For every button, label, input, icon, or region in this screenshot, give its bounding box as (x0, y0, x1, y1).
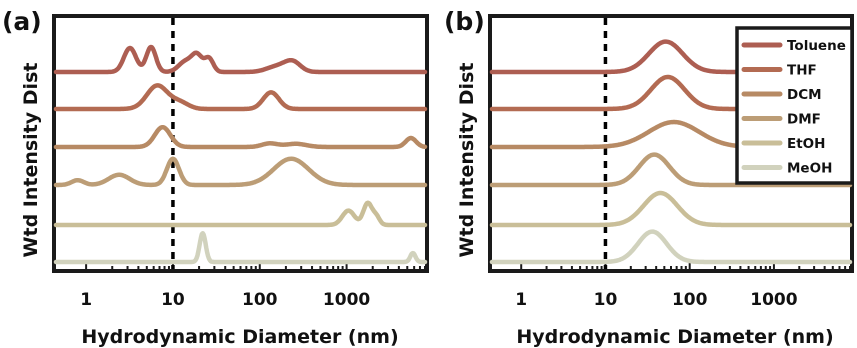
panel-a-frame (52, 14, 429, 273)
x-tick-label-a-2: 100 (242, 290, 278, 310)
series-line-a-dcm (53, 124, 428, 150)
panel-a: (a) Wtd Intensity Dist 1 10 100 1000 Hydrod… (2, 7, 429, 348)
legend-label-dcm: DCM (787, 87, 822, 103)
panel-b-y-axis-title: Wtd Intensity Dist (456, 63, 478, 258)
x-tick-label-a-1: 10 (161, 290, 185, 310)
x-tick-label-b-3: 1000 (750, 290, 797, 310)
x-tick-label-b-0: 1 (515, 290, 527, 310)
panel-a-plot-area: 1 10 100 1000 (53, 18, 428, 310)
x-tick-label-b-2: 100 (672, 290, 708, 310)
panel-b-label: (b) (444, 7, 485, 36)
series-line-b-dmf (489, 152, 853, 188)
x-tick-label-b-1: 10 (594, 290, 618, 310)
legend-label-etoh: EtOH (787, 136, 825, 152)
legend-box (735, 26, 854, 185)
legend-label-toluene: Toluene (787, 38, 846, 54)
series-line-a-etoh (53, 200, 428, 228)
series-line-b-meoh (489, 229, 853, 265)
panel-b-x-axis-title: Hydrodynamic Diameter (nm) (516, 326, 833, 348)
series-line-a-dmf (53, 156, 428, 188)
panel-a-y-axis-title: Wtd Intensity Dist (20, 63, 42, 258)
series-line-a-thf (53, 83, 428, 112)
x-tick-label-a-0: 1 (80, 290, 92, 310)
x-tick-label-a-3: 1000 (323, 290, 370, 310)
series-line-a-meoh (53, 230, 428, 265)
series-line-a-toluene (53, 44, 428, 75)
panel-a-x-axis-title: Hydrodynamic Diameter (nm) (81, 326, 398, 348)
legend-label-thf: THF (787, 63, 817, 79)
legend-label-meoh: MeOH (787, 161, 832, 177)
panel-b-legend: Toluene THF DCM DMF EtOH MeOH (735, 26, 854, 185)
panel-a-label: (a) (2, 7, 42, 36)
legend-label-dmf: DMF (787, 112, 821, 128)
series-line-b-etoh (489, 190, 853, 228)
